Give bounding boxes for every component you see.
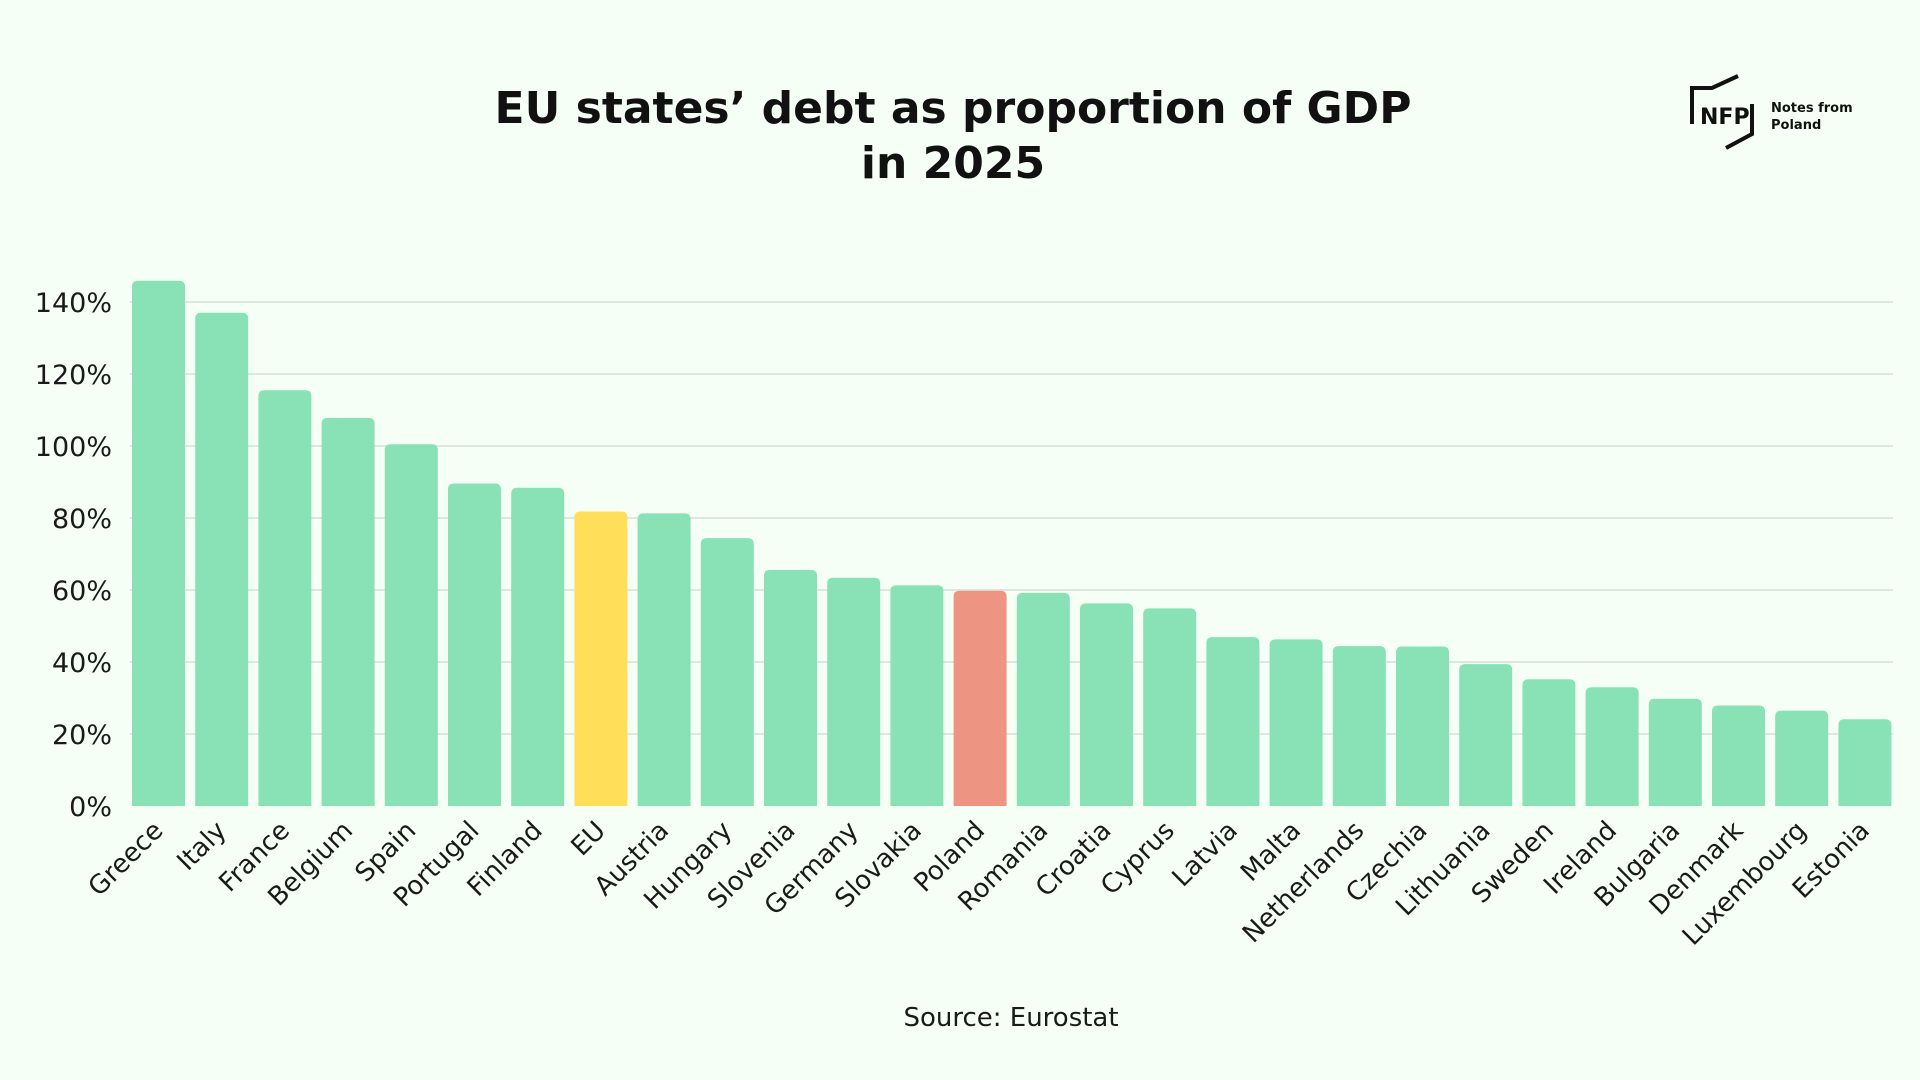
chart-title-line-1: EU states’ debt as proportion of GDP <box>495 83 1412 134</box>
bars <box>132 280 1892 806</box>
bar-cyprus <box>1143 608 1197 806</box>
source-note: Source: Eurostat <box>903 1003 1118 1033</box>
bar-latvia <box>1206 637 1260 806</box>
bar-italy <box>195 312 249 806</box>
bar-spain <box>384 444 438 806</box>
bar-france <box>258 390 312 806</box>
logo-text-line-1: Notes from <box>1771 101 1853 116</box>
y-tick-label: 140% <box>35 288 112 319</box>
logo-bracket-icon <box>1690 74 1739 124</box>
bar-ireland <box>1585 687 1639 806</box>
bar-finland <box>511 487 565 806</box>
y-tick-label: 100% <box>35 432 112 463</box>
y-tick-label: 0% <box>69 792 112 823</box>
bar-croatia <box>1080 603 1133 806</box>
bar-malta <box>1269 639 1323 806</box>
logo-mark: NFP <box>1700 105 1750 130</box>
y-tick-label: 40% <box>52 648 112 679</box>
y-tick-label: 120% <box>35 360 112 391</box>
bar-belgium <box>321 417 375 806</box>
bar-austria <box>637 513 691 806</box>
bar-germany <box>827 577 881 806</box>
y-axis-ticks: 0% 20% 40% 60% 80% 100% 120% 140% <box>35 288 112 823</box>
bar-slovenia <box>764 569 817 806</box>
logo: NFP Notes from Poland <box>1690 74 1853 150</box>
bar-sweden <box>1522 679 1576 806</box>
bar-hungary <box>700 538 754 806</box>
y-tick-label: 80% <box>52 504 112 535</box>
bar-romania <box>1016 592 1070 806</box>
bar-bulgaria <box>1648 698 1702 806</box>
bar-portugal <box>448 483 501 806</box>
bar-luxembourg <box>1775 710 1829 806</box>
bar-czechia <box>1396 646 1449 806</box>
bar-denmark <box>1712 705 1765 806</box>
y-tick-label: 60% <box>52 576 112 607</box>
x-tick-label: Latvia <box>1167 816 1244 893</box>
bar-greece <box>132 280 185 806</box>
x-axis-labels: Greece ItalyFranceBelgiumSpainPortugalFin… <box>83 816 1876 952</box>
bar-slovakia <box>890 585 944 806</box>
logo-text-line-2: Poland <box>1771 118 1821 133</box>
logo-bracket-icon-2 <box>1725 104 1754 150</box>
y-tick-label: 20% <box>52 720 112 751</box>
bar-lithuania <box>1459 664 1513 806</box>
bar-eu <box>574 511 628 806</box>
chart-title-line-2: in 2025 <box>861 138 1045 189</box>
bar-poland <box>953 590 1007 806</box>
x-tick-label: Greece <box>83 816 170 903</box>
bar-estonia <box>1838 719 1892 806</box>
x-tick-label: EU <box>566 816 612 862</box>
bar-netherlands <box>1332 646 1386 806</box>
